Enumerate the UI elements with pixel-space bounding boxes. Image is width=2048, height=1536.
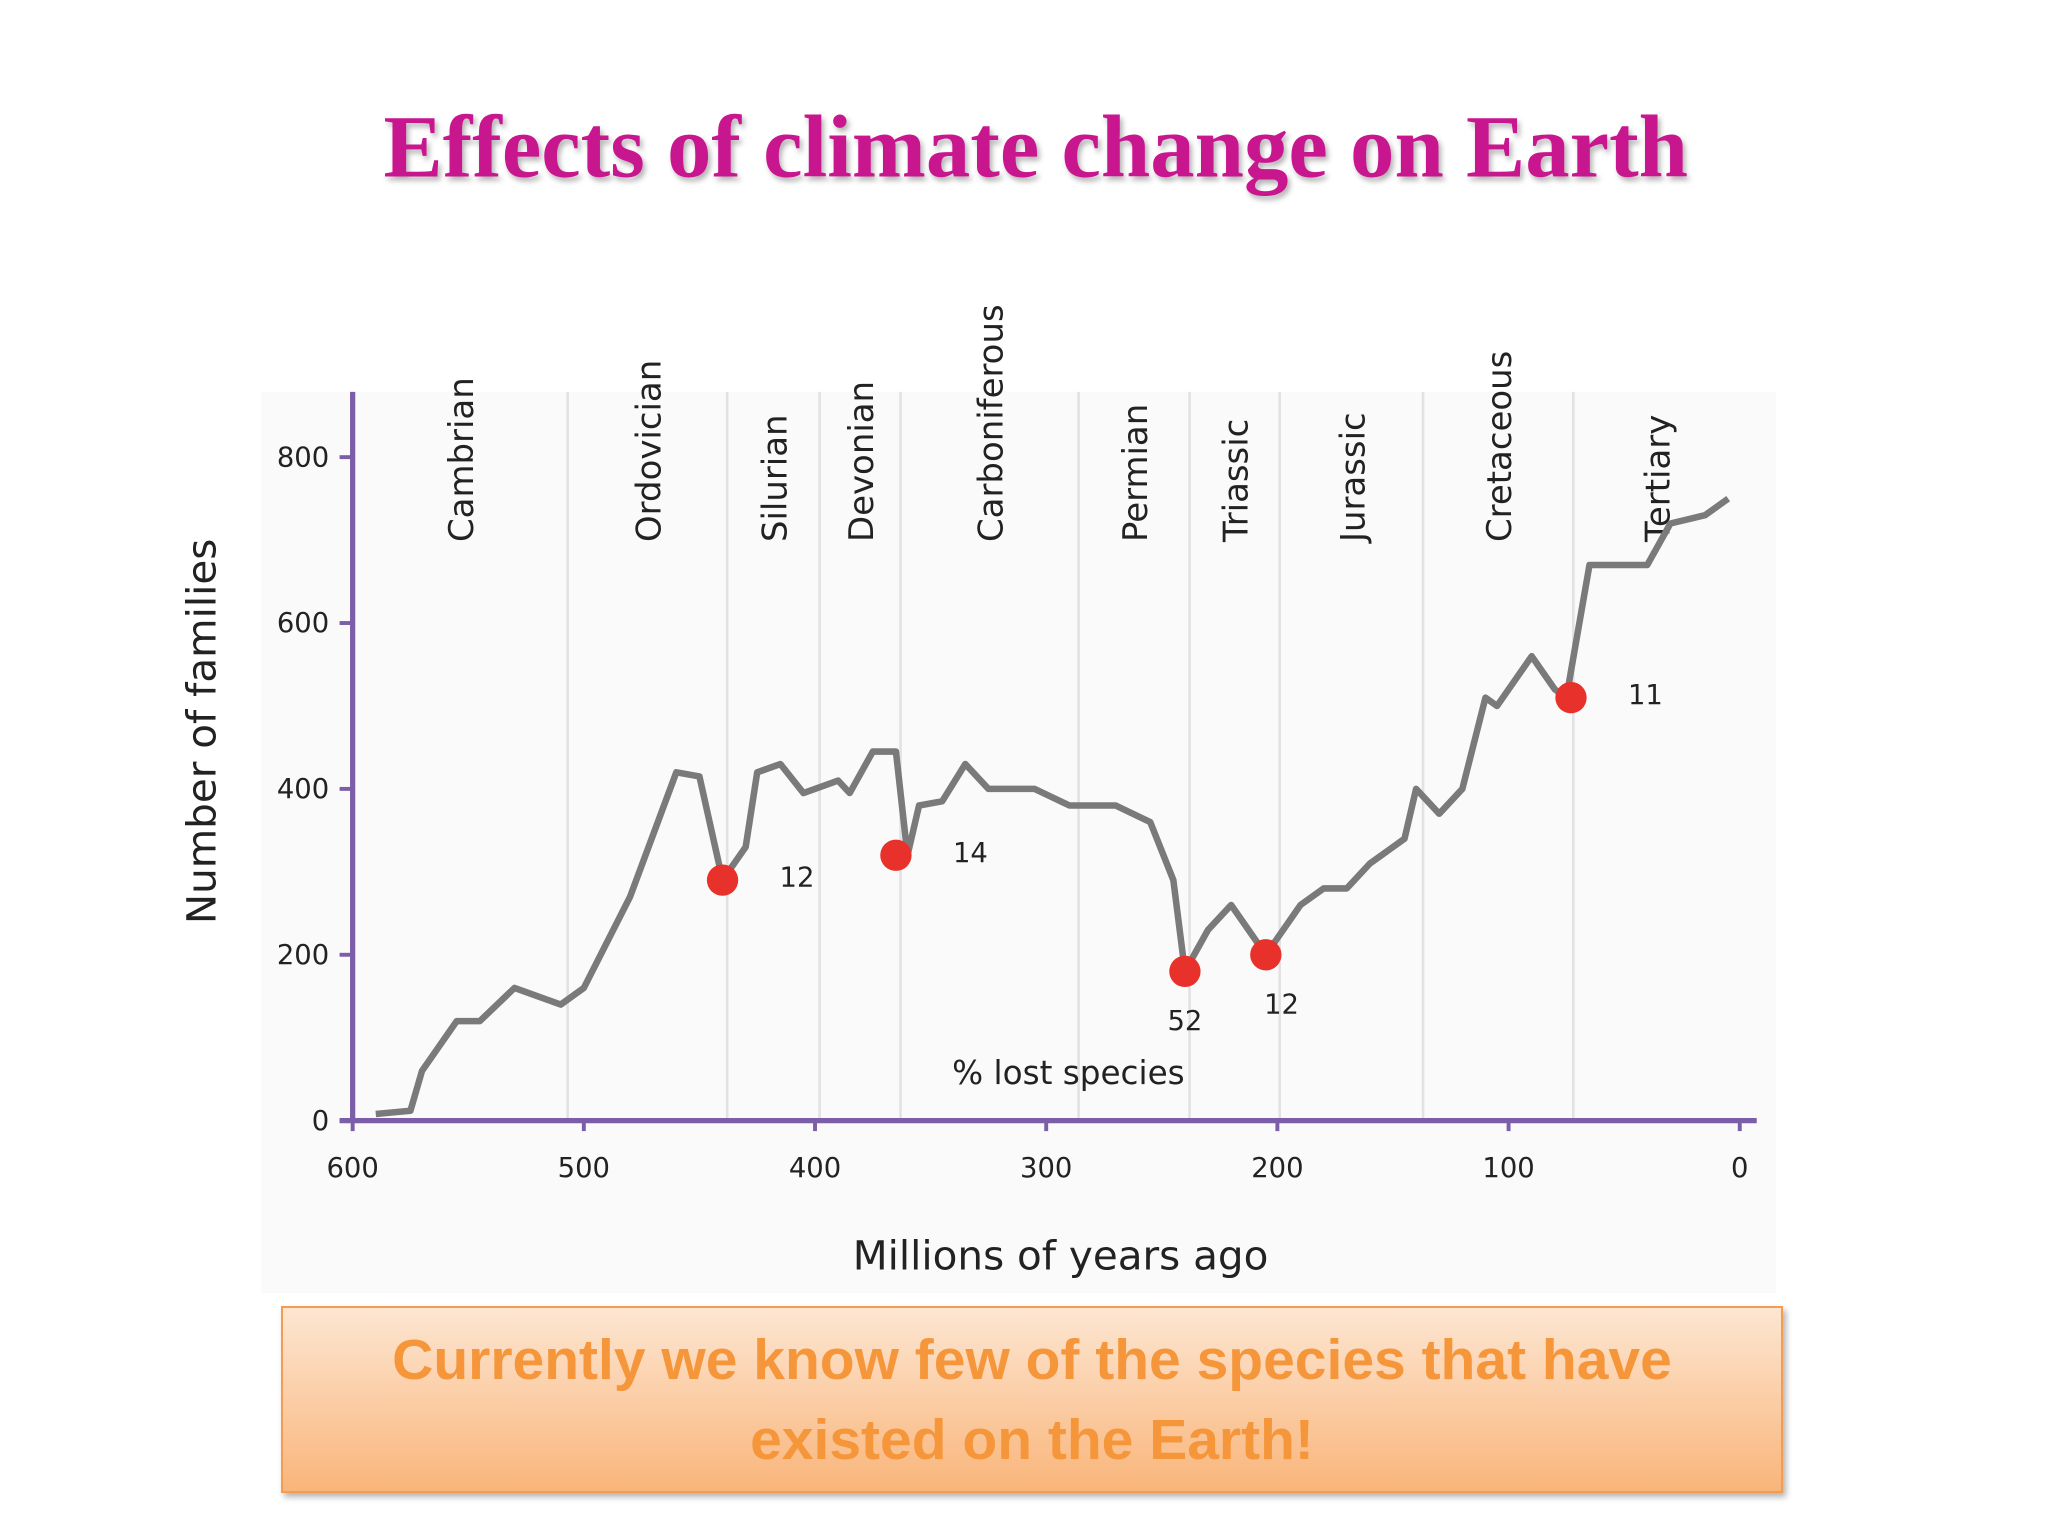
x-tick-label: 200	[1251, 1153, 1303, 1184]
extinction-marker	[1555, 681, 1587, 714]
title: Effects of climate change on Earth	[383, 98, 1688, 196]
period-label: Carboniferous	[972, 304, 1012, 542]
period-label: Jurassic	[1333, 412, 1373, 544]
x-tick-label: 600	[326, 1153, 378, 1184]
y-tick-label: 600	[277, 608, 329, 639]
x-tick-label: 300	[1020, 1153, 1072, 1184]
y-axis-label: Number of families	[178, 539, 226, 924]
period-label: Silurian	[755, 414, 795, 542]
period-label: Permian	[1116, 404, 1156, 542]
percent-lost-label: 11	[1628, 680, 1663, 711]
y-tick-label: 200	[277, 940, 329, 971]
y-tick-label: 0	[312, 1106, 329, 1137]
plot-background	[261, 391, 1777, 1294]
x-tick-label: 0	[1731, 1153, 1748, 1184]
percent-lost-label: 12	[1264, 990, 1299, 1021]
period-label: Cretaceous	[1480, 351, 1520, 542]
line	[375, 495, 1731, 1118]
extinction-marker	[1169, 955, 1201, 988]
x-axis-label: Millions of years ago	[853, 1232, 1269, 1280]
annotation: % lost species	[952, 1054, 1185, 1092]
callout: Currently we know few of the species tha…	[281, 1306, 1783, 1493]
x-tick-label: 500	[558, 1153, 610, 1184]
percent-lost-label: 12	[780, 863, 815, 894]
period-label: Cambrian	[442, 377, 482, 542]
x-tick-label: 100	[1482, 1153, 1534, 1184]
percent-lost-label: 52	[1167, 1006, 1202, 1037]
extinction-marker	[1250, 939, 1282, 971]
period-label: Ordovician	[629, 360, 669, 542]
extinction-marker	[706, 864, 739, 896]
x-tick-label: 400	[789, 1153, 841, 1184]
percent-lost-label: 14	[953, 838, 988, 869]
y-tick-label: 400	[277, 774, 329, 805]
y-tick-label: 800	[277, 442, 329, 473]
period-label: Devonian	[842, 381, 882, 542]
period-label: Triassic	[1217, 419, 1257, 543]
extinction-marker	[880, 839, 912, 871]
